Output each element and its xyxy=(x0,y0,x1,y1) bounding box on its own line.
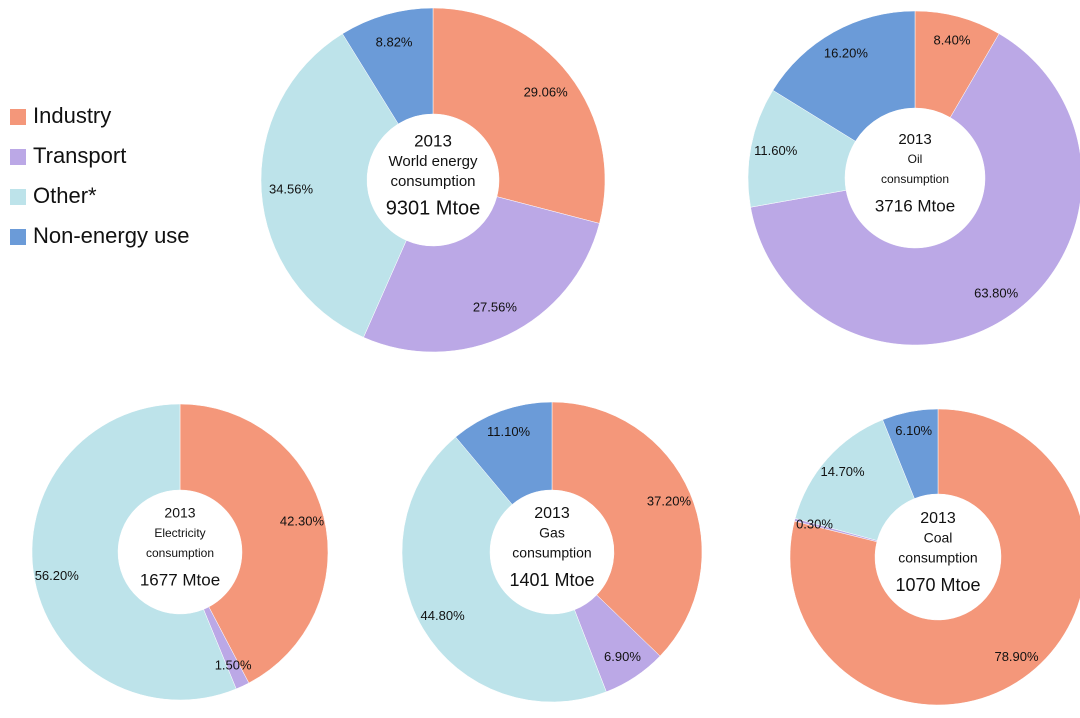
center-text: 1401 Mtoe xyxy=(509,570,594,590)
center-text: 2013 xyxy=(920,510,956,527)
donut-slice xyxy=(794,419,915,541)
data-label: 42.30% xyxy=(280,513,325,528)
data-label: 37.20% xyxy=(647,494,692,509)
data-label: 8.40% xyxy=(934,33,971,48)
center-text: 3716 Mtoe xyxy=(875,196,955,215)
legend-label: Industry xyxy=(33,103,111,128)
donut-slice xyxy=(401,436,607,703)
donut-slice xyxy=(882,408,939,499)
data-label: 11.10% xyxy=(487,424,531,439)
center-text: consumption xyxy=(881,172,949,186)
data-label: 29.06% xyxy=(524,84,569,99)
data-label: 1.50% xyxy=(215,657,252,672)
data-label: 56.20% xyxy=(35,568,80,583)
data-label: 0.30% xyxy=(796,516,833,531)
center-text: 2013 xyxy=(534,505,570,522)
center-text: 1677 Mtoe xyxy=(140,570,220,589)
center-text: consumption xyxy=(512,545,591,561)
data-label: 6.90% xyxy=(604,649,641,664)
legend-swatch xyxy=(10,109,26,125)
donut-slice xyxy=(551,401,703,657)
center-text: Electricity xyxy=(154,526,205,540)
legend-label: Transport xyxy=(33,143,126,168)
donut-slice xyxy=(455,401,553,505)
legend-swatch xyxy=(10,189,26,205)
center-text: 1070 Mtoe xyxy=(895,575,980,595)
donut-slice xyxy=(750,33,1080,346)
donut-slice xyxy=(179,403,329,684)
legend-swatch xyxy=(10,149,26,165)
legend-label: Other* xyxy=(33,183,97,208)
donut-slice xyxy=(772,10,916,142)
data-label: 16.20% xyxy=(824,46,869,61)
center-text: 2013 xyxy=(898,131,931,148)
legend-label: Non-energy use xyxy=(33,223,190,248)
donut-slice xyxy=(363,196,600,353)
center-text: Coal xyxy=(924,530,953,546)
donut-slice xyxy=(31,403,237,701)
data-label: 8.82% xyxy=(376,35,413,50)
center-text: 2013 xyxy=(414,131,452,150)
data-label: 78.90% xyxy=(994,649,1039,664)
center-text: World energy xyxy=(389,153,478,170)
data-label: 11.60% xyxy=(754,143,798,158)
donut-slice xyxy=(432,7,606,224)
data-label: 44.80% xyxy=(421,608,466,623)
donut-slice xyxy=(342,7,434,125)
donut-slice xyxy=(260,33,407,338)
center-text: consumption xyxy=(146,546,214,560)
center-text: consumption xyxy=(898,550,977,566)
center-text: Oil xyxy=(908,152,923,166)
center-text: Gas xyxy=(539,525,565,541)
data-label: 6.10% xyxy=(895,423,932,438)
data-label: 27.56% xyxy=(473,300,518,315)
legend-swatch xyxy=(10,229,26,245)
data-label: 34.56% xyxy=(269,181,314,196)
data-label: 14.70% xyxy=(821,464,866,479)
data-label: 63.80% xyxy=(974,286,1019,301)
center-text: consumption xyxy=(390,173,475,190)
center-text: 9301 Mtoe xyxy=(386,197,481,219)
donut-slice xyxy=(789,408,1080,706)
center-text: 2013 xyxy=(164,505,195,521)
